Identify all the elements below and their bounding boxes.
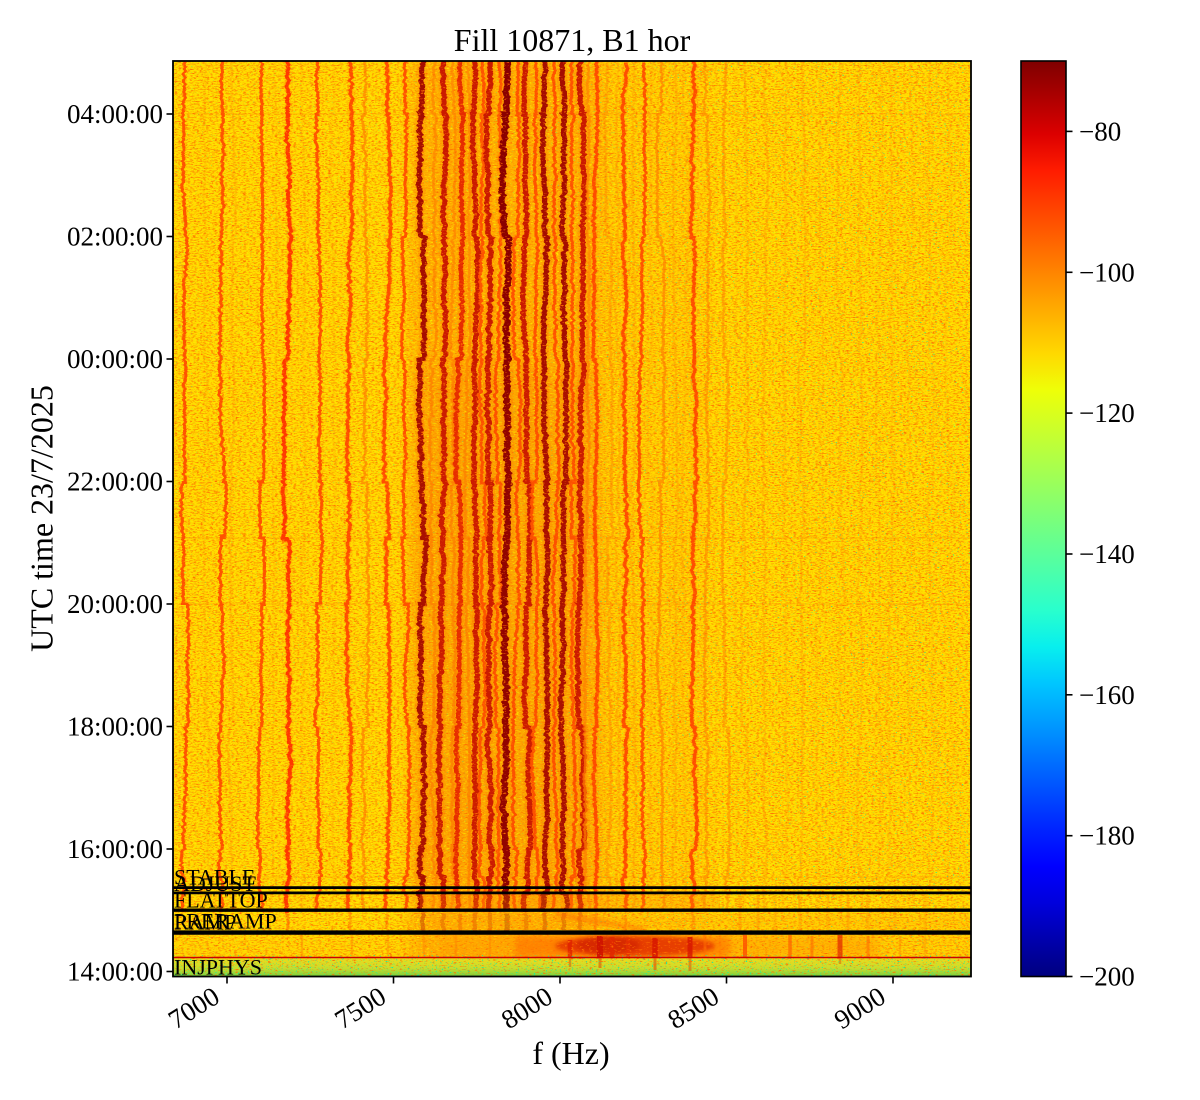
svg-text:16:00:00: 16:00:00 [67,834,163,864]
svg-text:9000: 9000 [829,981,891,1035]
svg-text:04:00:00: 04:00:00 [67,99,163,129]
svg-text:22:00:00: 22:00:00 [67,467,163,497]
svg-text:−200: −200 [1079,962,1135,992]
svg-text:14:00:00: 14:00:00 [67,957,163,987]
svg-text:INJPHYS: INJPHYS [174,955,262,980]
svg-text:FLATTOP: FLATTOP [174,888,268,913]
svg-text:7500: 7500 [329,981,391,1035]
svg-text:−160: −160 [1079,680,1135,710]
svg-text:STABLE: STABLE [174,865,255,890]
svg-text:ADJUST: ADJUST [174,871,256,896]
svg-text:Fill 10871, B1 hor: Fill 10871, B1 hor [454,22,691,58]
svg-text:00:00:00: 00:00:00 [67,344,163,374]
svg-text:−120: −120 [1079,398,1135,428]
svg-text:−100: −100 [1079,257,1135,287]
svg-text:RAMP: RAMP [174,910,236,935]
svg-text:7000: 7000 [163,981,225,1035]
svg-text:20:00:00: 20:00:00 [67,589,163,619]
svg-text:−140: −140 [1079,539,1135,569]
svg-text:18:00:00: 18:00:00 [67,712,163,742]
svg-text:8000: 8000 [496,981,558,1035]
svg-text:02:00:00: 02:00:00 [67,222,163,252]
svg-text:PRERAMP: PRERAMP [174,909,277,934]
svg-text:UTC time 23/7/2025: UTC time 23/7/2025 [24,385,60,652]
svg-text:−180: −180 [1079,821,1135,851]
svg-text:8500: 8500 [662,981,724,1035]
svg-text:−80: −80 [1079,116,1121,146]
svg-text:f (Hz): f (Hz) [532,1035,609,1071]
